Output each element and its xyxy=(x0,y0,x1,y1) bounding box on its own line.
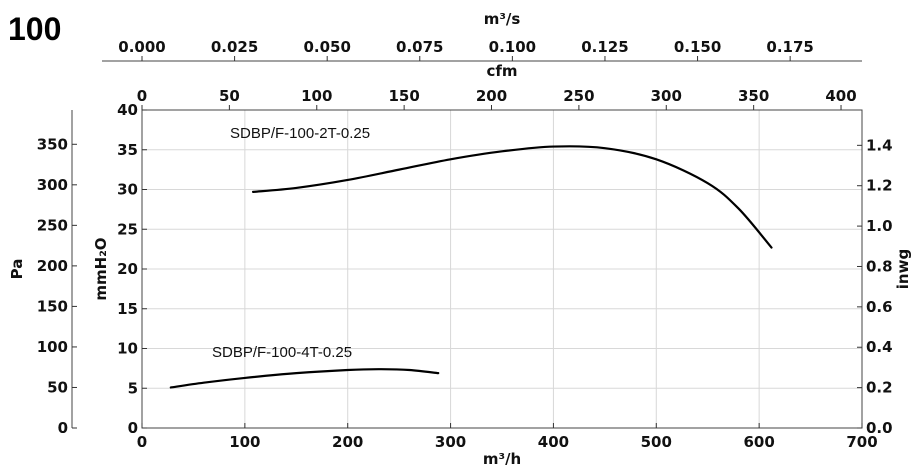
inwg-tick-label: 1.0 xyxy=(866,217,893,235)
top-tick-label: 0 xyxy=(137,87,147,105)
top-tick-label: 150 xyxy=(388,87,419,105)
top-tick-label: 100 xyxy=(301,87,332,105)
model-heading: 100 xyxy=(8,11,61,47)
top-tick-label: 0.100 xyxy=(489,38,536,56)
inwg-axis-label: inwg xyxy=(894,249,912,289)
pa-tick-label: 250 xyxy=(37,216,68,234)
x-tick-label: 0 xyxy=(137,433,147,451)
pa-tick-label: 200 xyxy=(37,257,68,275)
top-tick-label: 0.150 xyxy=(674,38,721,56)
inwg-tick-label: 0.6 xyxy=(866,298,893,316)
top-tick-label: 0.075 xyxy=(396,38,443,56)
mm-tick-label: 0 xyxy=(128,419,138,437)
x-tick-label: 700 xyxy=(846,433,877,451)
inwg-tick-label: 1.2 xyxy=(866,177,893,195)
grid xyxy=(142,110,862,428)
top-tick-label: 250 xyxy=(563,87,594,105)
x-tick-label: 500 xyxy=(641,433,672,451)
inwg-tick-label: 0.4 xyxy=(866,338,893,356)
top-axis-label: m³/s xyxy=(484,10,521,28)
pa-tick-label: 300 xyxy=(37,176,68,194)
top-tick-label: 350 xyxy=(738,87,769,105)
top-tick-label: 300 xyxy=(651,87,682,105)
series-line-1 xyxy=(251,145,773,249)
pa-tick-label: 0 xyxy=(58,419,68,437)
mm-tick-label: 5 xyxy=(128,379,138,397)
mm-tick-label: 10 xyxy=(117,340,138,358)
axes xyxy=(71,56,863,429)
x-tick-label: 400 xyxy=(538,433,569,451)
x-tick-label: 600 xyxy=(743,433,774,451)
pa-tick-label: 350 xyxy=(37,135,68,153)
series-label-2: SDBP/F-100-4T-0.25 xyxy=(212,344,352,361)
pa-tick-label: 150 xyxy=(37,297,68,315)
top-axis-label: cfm xyxy=(486,62,517,80)
mm-axis-label: mmH₂O xyxy=(92,237,110,300)
x-tick-label: 300 xyxy=(435,433,466,451)
mm-tick-label: 40 xyxy=(117,101,138,119)
inwg-tick-label: 0.8 xyxy=(866,257,893,275)
pa-axis-label: Pa xyxy=(8,259,26,280)
mm-tick-label: 15 xyxy=(117,300,138,318)
mm-tick-label: 35 xyxy=(117,141,138,159)
x-tick-label: 100 xyxy=(229,433,260,451)
series-label-1: SDBP/F-100-2T-0.25 xyxy=(230,125,370,142)
top-tick-label: 50 xyxy=(219,87,240,105)
series-line-2 xyxy=(169,368,440,389)
top-tick-label: 0.025 xyxy=(211,38,258,56)
mm-tick-label: 30 xyxy=(117,181,138,199)
top-tick-label: 200 xyxy=(476,87,507,105)
top-tick-label: 0.125 xyxy=(581,38,628,56)
top-tick-label: 0.000 xyxy=(118,38,165,56)
x-axis-label: m³/h xyxy=(483,450,521,465)
series xyxy=(169,145,773,389)
mm-tick-label: 25 xyxy=(117,220,138,238)
inwg-tick-label: 0.0 xyxy=(866,419,893,437)
top-tick-label: 0.175 xyxy=(766,38,813,56)
pa-tick-label: 50 xyxy=(47,378,68,396)
top-tick-label: 0.050 xyxy=(303,38,350,56)
inwg-tick-label: 0.2 xyxy=(866,379,893,397)
mm-tick-label: 20 xyxy=(117,260,138,278)
x-tick-label: 200 xyxy=(332,433,363,451)
inwg-tick-label: 1.4 xyxy=(866,136,893,154)
top-tick-label: 400 xyxy=(825,87,856,105)
pa-tick-label: 100 xyxy=(37,338,68,356)
